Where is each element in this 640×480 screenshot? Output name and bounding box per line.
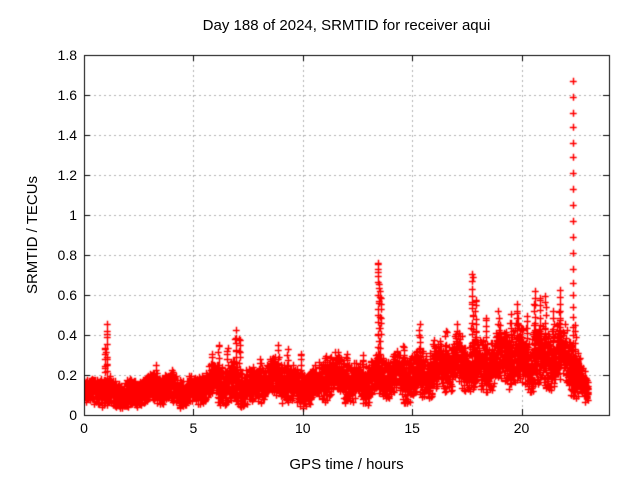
y-tick-label: 1.8 xyxy=(57,47,77,63)
x-tick-label: 20 xyxy=(513,420,530,436)
y-tick-label: 1.6 xyxy=(57,87,77,103)
y-tick-label: 0.6 xyxy=(57,287,77,303)
y-tick-label: 0.2 xyxy=(57,367,77,383)
chart-title: Day 188 of 2024, SRMTID for receiver aqu… xyxy=(202,17,491,34)
y-tick-label: 0.4 xyxy=(57,327,77,343)
x-tick-label: 10 xyxy=(294,420,311,436)
x-axis-label: GPS time / hours xyxy=(289,456,404,473)
y-tick-label: 1 xyxy=(69,207,77,223)
x-tick-label: 5 xyxy=(189,420,198,436)
x-tick-label: 15 xyxy=(404,420,420,436)
x-tick-label: 0 xyxy=(80,420,88,436)
y-tick-label: 1.2 xyxy=(57,167,77,183)
y-tick-label: 0 xyxy=(69,407,77,423)
y-tick-label: 1.4 xyxy=(57,127,77,143)
y-tick-label: 0.8 xyxy=(57,247,77,263)
